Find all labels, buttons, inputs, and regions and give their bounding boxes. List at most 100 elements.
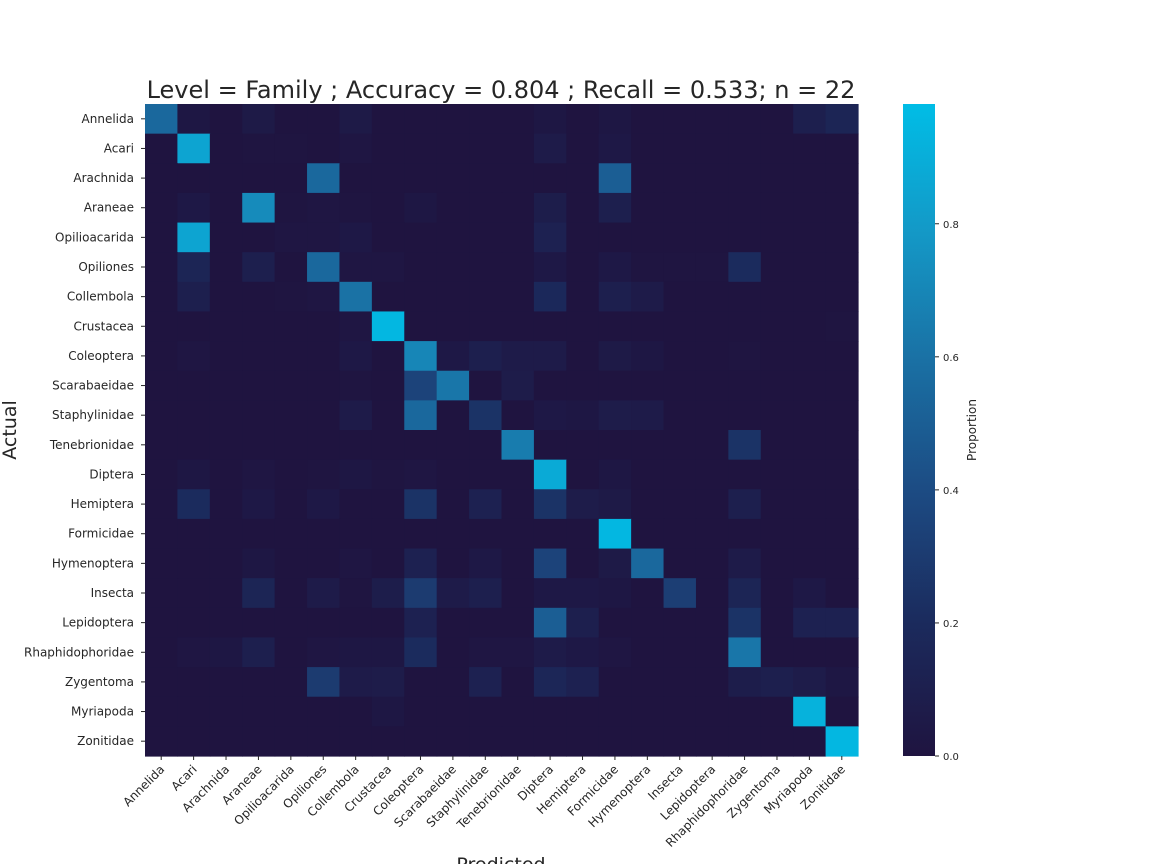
heatmap-cell xyxy=(371,252,405,283)
heatmap-cell xyxy=(501,637,535,668)
heatmap-cell xyxy=(631,607,665,639)
heatmap-cell xyxy=(501,518,535,550)
heatmap-cell xyxy=(371,163,405,194)
heatmap-cell xyxy=(242,104,276,135)
heatmap-cell xyxy=(469,163,503,194)
heatmap-cell xyxy=(825,370,859,401)
heatmap-cell xyxy=(274,104,308,135)
heatmap-cell xyxy=(631,104,665,135)
heatmap-cell xyxy=(695,370,729,401)
heatmap-cell xyxy=(695,163,729,194)
heatmap-cell xyxy=(242,518,276,550)
heatmap-cell xyxy=(307,726,341,757)
heatmap-cell xyxy=(566,163,600,194)
heatmap-cell xyxy=(728,607,762,639)
colorbar-tick-label: 0.6 xyxy=(943,353,959,364)
heatmap-cell xyxy=(274,578,308,609)
heatmap-cell xyxy=(663,518,697,550)
heatmap-cell xyxy=(533,578,567,609)
heatmap-cell xyxy=(566,192,600,224)
x-tick-label: Annelida xyxy=(120,762,167,809)
heatmap-cells xyxy=(145,104,859,757)
heatmap-cell xyxy=(307,489,341,520)
heatmap-cell xyxy=(469,104,503,135)
heatmap-cell xyxy=(825,281,859,313)
heatmap-cell xyxy=(631,696,665,727)
heatmap-cell xyxy=(533,667,567,698)
heatmap-cell xyxy=(533,104,567,135)
heatmap-cell xyxy=(307,400,341,431)
heatmap-cell xyxy=(501,341,535,372)
heatmap-cell xyxy=(339,489,373,520)
heatmap-cell xyxy=(469,489,503,520)
heatmap-cell xyxy=(209,163,243,194)
heatmap-cell xyxy=(760,430,794,461)
heatmap-cell xyxy=(209,341,243,372)
heatmap-cell xyxy=(242,607,276,639)
heatmap-cell xyxy=(663,548,697,579)
y-axis-title: Actual xyxy=(0,400,21,460)
heatmap-cell xyxy=(274,726,308,757)
heatmap-cell xyxy=(631,281,665,313)
heatmap-cell xyxy=(274,222,308,253)
heatmap-cell xyxy=(533,430,567,461)
heatmap-cell xyxy=(371,281,405,313)
colorbar xyxy=(903,104,935,756)
heatmap-cell xyxy=(728,104,762,135)
heatmap-cell xyxy=(631,252,665,283)
heatmap-cell xyxy=(274,430,308,461)
heatmap-cell xyxy=(274,133,308,164)
heatmap-cell xyxy=(177,667,211,698)
heatmap-cell xyxy=(274,370,308,401)
heatmap-cell xyxy=(728,163,762,194)
y-tick-label: Diptera xyxy=(89,467,134,481)
heatmap-cell xyxy=(663,578,697,609)
heatmap-cell xyxy=(728,341,762,372)
heatmap-cell xyxy=(501,459,535,490)
heatmap-cell xyxy=(793,104,827,135)
heatmap-cell xyxy=(793,252,827,283)
heatmap-cell xyxy=(339,252,373,283)
heatmap-cell xyxy=(566,222,600,253)
heatmap-cell xyxy=(469,252,503,283)
heatmap-cell xyxy=(695,252,729,283)
heatmap-cell xyxy=(598,430,632,461)
heatmap-cell xyxy=(177,163,211,194)
heatmap-cell xyxy=(825,518,859,550)
heatmap-cell xyxy=(728,400,762,431)
heatmap-cell xyxy=(825,311,859,342)
heatmap-cell xyxy=(663,341,697,372)
heatmap-cell xyxy=(631,518,665,550)
heatmap-cell xyxy=(598,696,632,727)
heatmap-cell xyxy=(631,400,665,431)
y-tick-label: Zygentoma xyxy=(65,675,134,689)
heatmap-cell xyxy=(436,341,470,372)
heatmap-cell xyxy=(209,607,243,639)
heatmap-cell xyxy=(501,548,535,579)
heatmap-cell xyxy=(566,696,600,727)
heatmap-cell xyxy=(274,192,308,224)
heatmap-cell xyxy=(501,104,535,135)
heatmap-cell xyxy=(825,341,859,372)
heatmap-cell xyxy=(663,726,697,757)
heatmap-cell xyxy=(209,489,243,520)
heatmap-cell xyxy=(436,578,470,609)
heatmap-cell xyxy=(695,578,729,609)
heatmap-cell xyxy=(566,459,600,490)
heatmap-cell xyxy=(533,281,567,313)
heatmap-cell xyxy=(793,311,827,342)
heatmap-cell xyxy=(209,370,243,401)
heatmap-cell xyxy=(501,311,535,342)
heatmap-cell xyxy=(728,192,762,224)
heatmap-cell xyxy=(307,163,341,194)
heatmap-cell xyxy=(177,518,211,550)
heatmap-cell xyxy=(274,341,308,372)
heatmap-cell xyxy=(566,133,600,164)
heatmap-cell xyxy=(404,548,438,579)
heatmap-cell xyxy=(177,430,211,461)
heatmap-cell xyxy=(242,548,276,579)
heatmap-cell xyxy=(242,489,276,520)
heatmap-cell xyxy=(469,667,503,698)
heatmap-cell xyxy=(728,489,762,520)
heatmap-cell xyxy=(793,222,827,253)
